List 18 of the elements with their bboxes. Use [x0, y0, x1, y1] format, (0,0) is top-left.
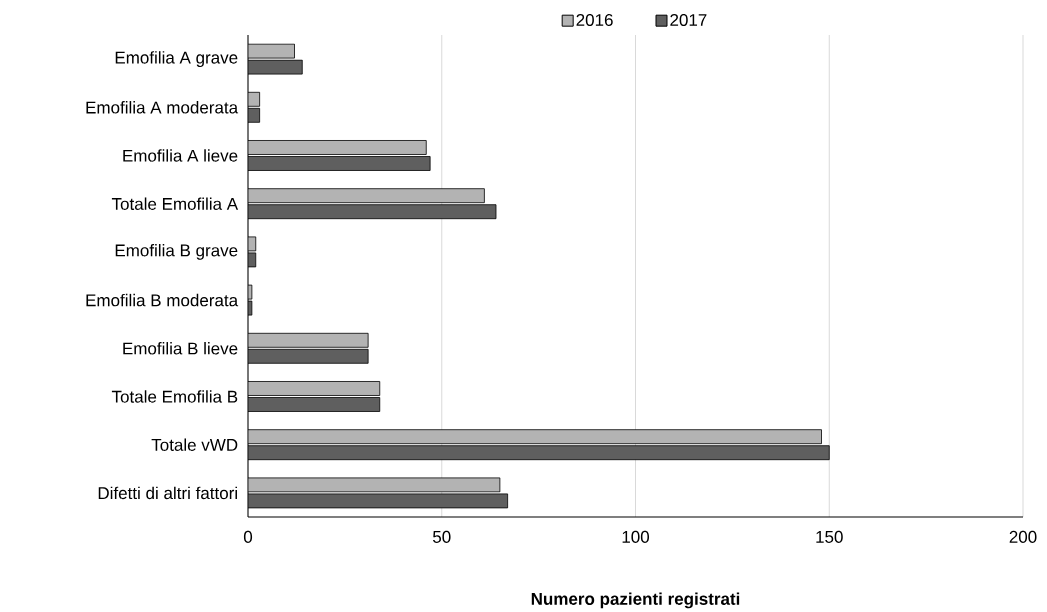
y-tick-label: Totale Emofilia A: [111, 197, 239, 210]
x-tick-label: 100: [622, 530, 650, 543]
y-tick-label: Totale Emofilia B: [111, 390, 238, 403]
y-tick-label: Emofilia A moderata: [86, 101, 239, 114]
x-tick-label: 150: [816, 530, 843, 543]
x-tick-label: 50: [432, 530, 451, 543]
x-tick-label: 200: [1009, 530, 1037, 543]
legend-label: 2016: [576, 13, 613, 27]
y-tick-label: Emofilia A grave: [115, 51, 238, 68]
y-tick-label: Emofilia A lieve: [123, 149, 238, 162]
y-tick-label: Difetti di altri fattori: [98, 486, 237, 500]
x-tick-label: 0: [243, 530, 253, 543]
y-tick-label: Emofilia B lieve: [123, 342, 238, 355]
y-tick-label: Emofilia B grave: [115, 243, 238, 260]
y-tick-label: Emofilia B moderata: [86, 293, 239, 307]
legend-label: 2017: [670, 13, 707, 27]
y-tick-label: Totale vWD: [151, 438, 238, 451]
x-axis-title: Numero pazienti registrati: [531, 592, 740, 609]
